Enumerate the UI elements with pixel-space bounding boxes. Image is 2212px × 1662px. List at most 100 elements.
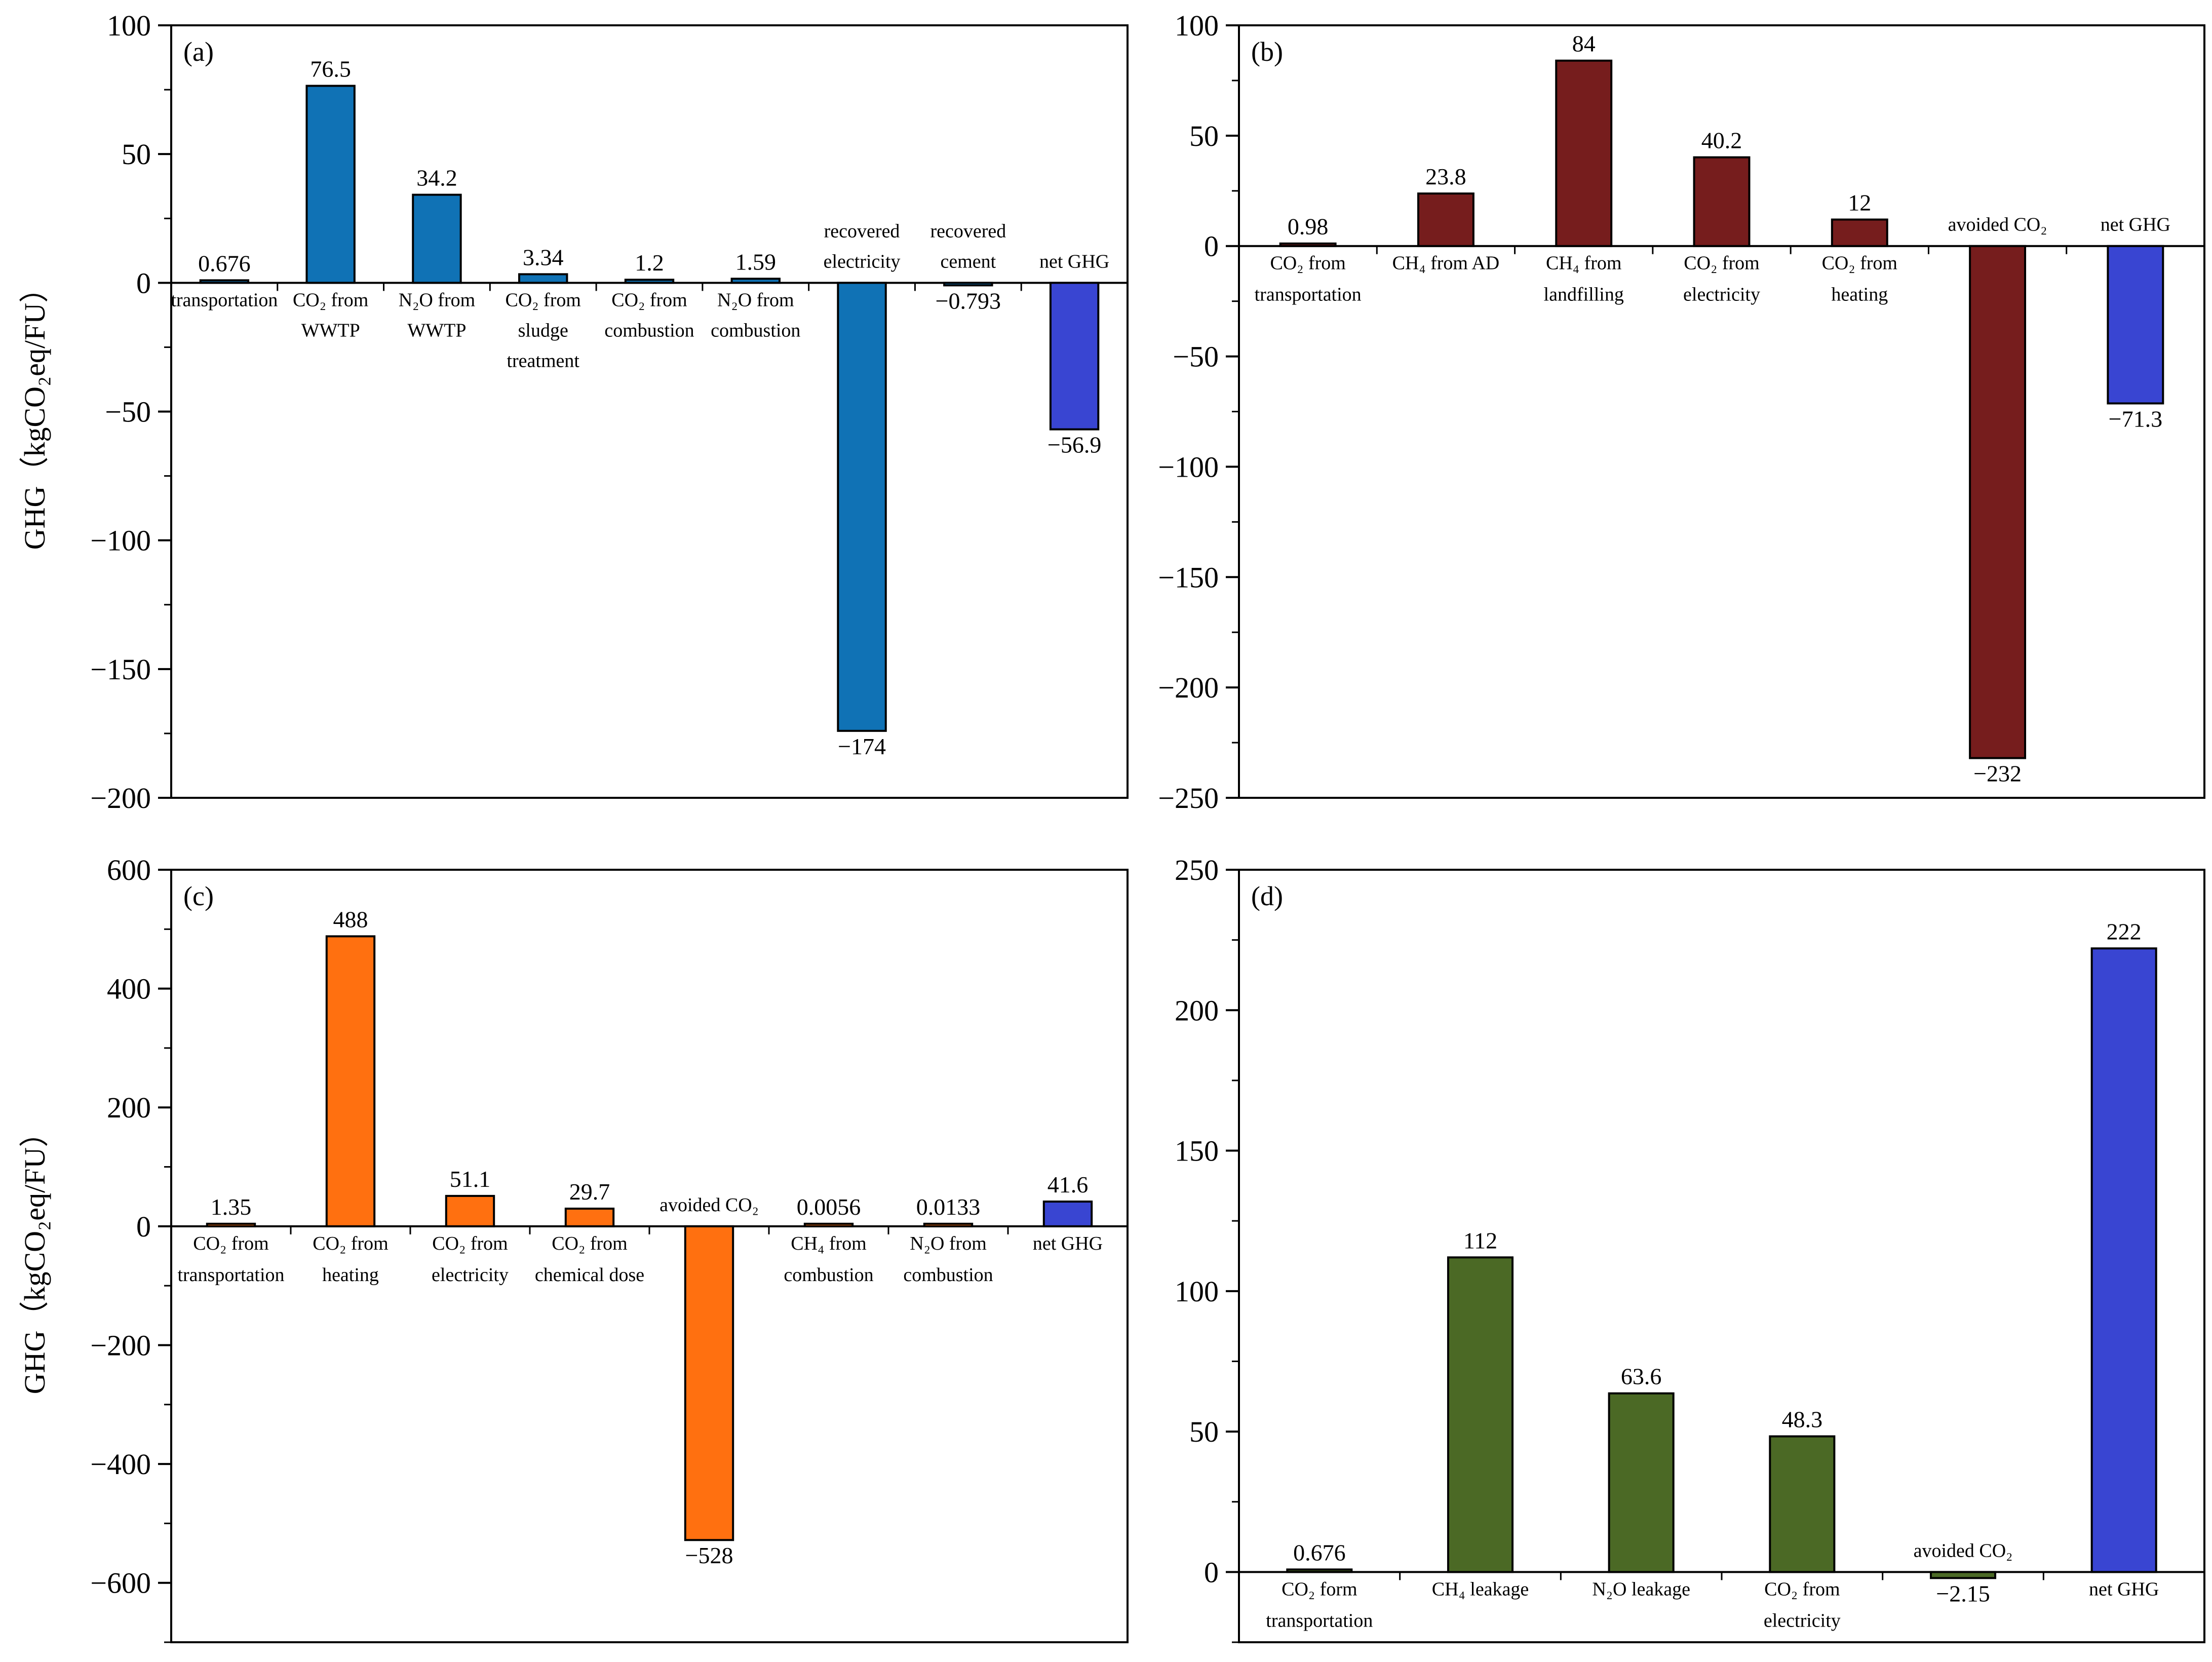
bar bbox=[624, 279, 675, 284]
bar bbox=[1555, 59, 1613, 247]
y-tick-label: 250 bbox=[1175, 854, 1219, 886]
category-label: CO₂ from bbox=[1270, 253, 1345, 274]
category-label: CO₂ from bbox=[1684, 253, 1759, 274]
bar bbox=[1417, 192, 1474, 247]
bar bbox=[1042, 1201, 1093, 1227]
category-label: WWTP bbox=[301, 320, 360, 341]
bar bbox=[1969, 245, 2027, 759]
bar bbox=[1769, 1435, 1836, 1573]
data-label: 23.8 bbox=[1425, 164, 1466, 189]
bar bbox=[518, 273, 568, 284]
bar bbox=[943, 282, 993, 287]
panel-label: (a) bbox=[183, 36, 214, 67]
category-label: heating bbox=[322, 1264, 379, 1286]
category-label: net GHG bbox=[1033, 1233, 1103, 1254]
data-label: 12 bbox=[1848, 189, 1871, 215]
bar bbox=[837, 282, 887, 732]
bar bbox=[1279, 242, 1337, 247]
category-label: heating bbox=[1831, 284, 1888, 305]
data-label: 40.2 bbox=[1701, 128, 1742, 153]
panel-label: (d) bbox=[1251, 881, 1283, 911]
bar bbox=[1049, 282, 1100, 431]
bar bbox=[1608, 1392, 1675, 1573]
data-label: 51.1 bbox=[450, 1166, 491, 1192]
category-label: CH₄ from bbox=[1546, 253, 1621, 274]
bar bbox=[199, 279, 250, 284]
data-label: 0.676 bbox=[198, 250, 251, 276]
data-label: −71.3 bbox=[2109, 406, 2162, 432]
category-label: CO₂ from bbox=[552, 1233, 627, 1254]
category-label: WWTP bbox=[407, 320, 466, 341]
y-tick-label: −200 bbox=[90, 782, 151, 815]
y-tick-label: −50 bbox=[105, 396, 151, 429]
bar bbox=[2107, 245, 2164, 405]
data-label: −528 bbox=[685, 1542, 733, 1568]
chart-panel-3: 600 400 200 0 −200 −400 −600 (c) 1.35 CO₂ from tra… bbox=[90, 854, 1129, 1643]
bar bbox=[923, 1222, 974, 1227]
category-label: chemical dose bbox=[535, 1264, 644, 1286]
bar bbox=[564, 1208, 615, 1227]
y-tick-label: −100 bbox=[90, 524, 151, 557]
category-label: transportation bbox=[1255, 284, 1362, 305]
y-tick-label: 0 bbox=[136, 266, 151, 299]
y-tick-label: 0 bbox=[1204, 1556, 1219, 1589]
y-axis-title: GHG（kgCO₂eq/FU） bbox=[18, 274, 51, 550]
category-label: N₂O leakage bbox=[1592, 1578, 1690, 1600]
category-label: N₂O from bbox=[399, 289, 476, 311]
category-label: N₂O from bbox=[717, 289, 794, 311]
category-label: net GHG bbox=[2089, 1578, 2159, 1600]
category-label: avoided CO₂ bbox=[1948, 214, 2047, 236]
bar bbox=[325, 935, 376, 1227]
bar bbox=[803, 1222, 854, 1227]
category-label: electricity bbox=[1764, 1610, 1841, 1631]
category-label: combustion bbox=[711, 320, 800, 341]
y-tick-label: −50 bbox=[1173, 340, 1219, 373]
data-label: 3.34 bbox=[523, 244, 564, 270]
y-axis-title: GHG（kgCO₂eq/FU） bbox=[18, 1118, 51, 1394]
category-label: CH₄ from bbox=[791, 1233, 866, 1254]
category-label: CO₂ from bbox=[1822, 253, 1897, 274]
bar bbox=[730, 278, 781, 284]
bar bbox=[445, 1194, 495, 1227]
category-label: CO₂ from bbox=[506, 289, 581, 311]
data-label: 222 bbox=[2107, 918, 2142, 944]
category-label: CH₄ leakage bbox=[1432, 1578, 1529, 1600]
bar bbox=[305, 85, 356, 284]
y-tick-label: 400 bbox=[107, 973, 151, 1006]
plot-frame bbox=[1238, 869, 2205, 1643]
data-label: −174 bbox=[838, 733, 886, 759]
data-label: 0.0056 bbox=[797, 1194, 861, 1220]
category-label: CO₂ from bbox=[193, 1233, 268, 1254]
category-label: CO₂ from bbox=[1764, 1578, 1840, 1600]
data-label: 112 bbox=[1463, 1227, 1497, 1253]
category-label: avoided CO₂ bbox=[659, 1194, 759, 1216]
category-label: recovered bbox=[930, 220, 1006, 242]
y-tick-label: 150 bbox=[1175, 1135, 1219, 1168]
data-label: 1.35 bbox=[211, 1194, 252, 1220]
data-label: 48.3 bbox=[1782, 1407, 1823, 1433]
category-label: landfilling bbox=[1544, 284, 1624, 305]
y-tick-label: 50 bbox=[122, 138, 151, 171]
y-tick-label: −150 bbox=[90, 653, 151, 686]
category-label: sludge bbox=[518, 320, 568, 341]
y-tick-label: −150 bbox=[1158, 561, 1219, 594]
bar bbox=[412, 194, 462, 284]
bar bbox=[2090, 947, 2157, 1573]
category-label: cement bbox=[940, 251, 996, 272]
y-tick-label: −250 bbox=[1158, 782, 1219, 815]
category-label: CH₄ from AD bbox=[1392, 253, 1500, 274]
chart-panel-2: 100 50 0 −50 −100 −150 −200 −250 (b) 0.98 CO₂ from… bbox=[1158, 9, 2205, 815]
bar bbox=[1286, 1568, 1353, 1573]
data-label: 63.6 bbox=[1621, 1364, 1662, 1389]
data-label: 76.5 bbox=[310, 56, 351, 82]
category-label: electricity bbox=[1683, 284, 1760, 305]
bar bbox=[1693, 156, 1751, 247]
y-tick-label: −200 bbox=[1158, 671, 1219, 704]
y-tick-label: 50 bbox=[1189, 1415, 1219, 1448]
bar bbox=[1447, 1256, 1514, 1573]
category-label: CO₂ from bbox=[313, 1233, 388, 1254]
y-tick-label: 50 bbox=[1189, 120, 1219, 152]
bar bbox=[206, 1222, 256, 1227]
category-label: CO₂ form bbox=[1282, 1578, 1357, 1600]
